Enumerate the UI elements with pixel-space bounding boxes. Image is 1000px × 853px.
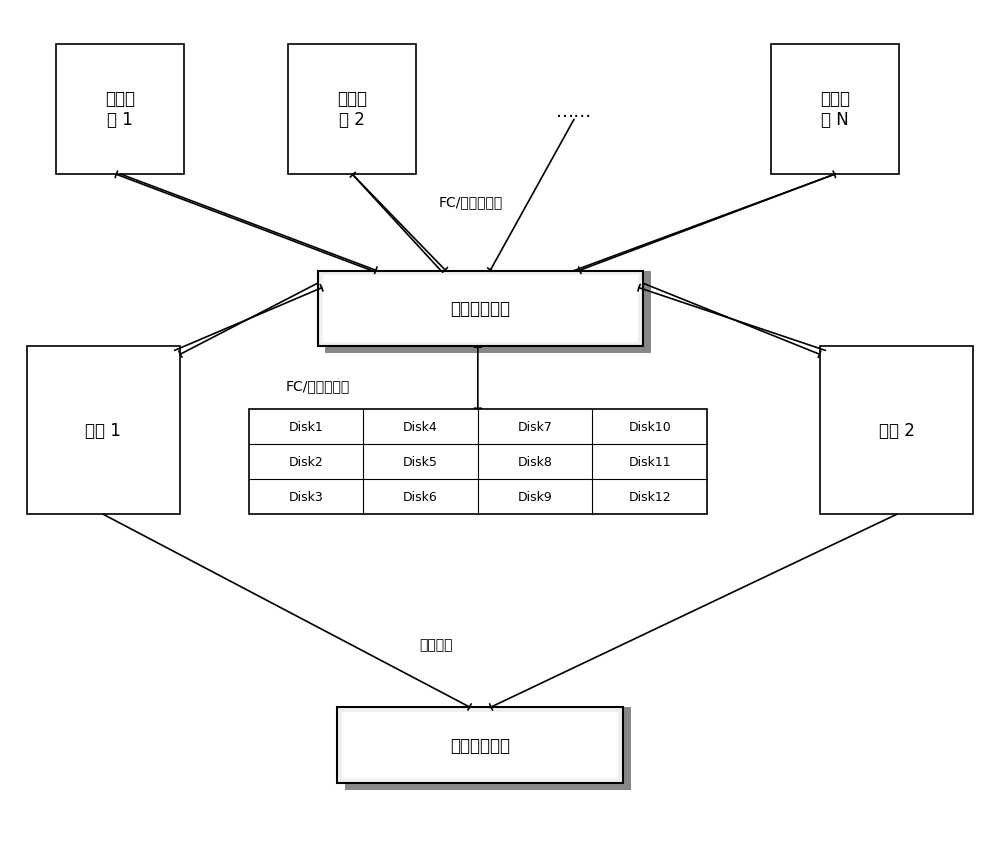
Bar (56, 44, 184, 175)
Text: 业务主
机 N: 业务主 机 N (820, 90, 850, 129)
Text: Disk10: Disk10 (628, 421, 671, 433)
Text: ……: …… (556, 103, 592, 121)
Bar (322, 276, 638, 343)
Bar (771, 44, 899, 175)
Bar (623, 708, 631, 790)
Text: 业务主
机 1: 业务主 机 1 (105, 90, 135, 129)
Text: 心跳交换设备: 心跳交换设备 (450, 736, 510, 754)
Bar (27, 347, 180, 514)
Text: 业务交换设备: 业务交换设备 (450, 300, 510, 318)
Text: Disk11: Disk11 (628, 456, 671, 468)
Text: Disk5: Disk5 (403, 456, 438, 468)
Bar (288, 44, 416, 175)
Bar (337, 708, 623, 783)
Text: Disk2: Disk2 (288, 456, 323, 468)
Text: Disk6: Disk6 (403, 490, 438, 503)
Text: Disk8: Disk8 (518, 456, 553, 468)
Text: Disk3: Disk3 (288, 490, 323, 503)
Text: FC/以太网线缆: FC/以太网线缆 (438, 194, 503, 209)
Text: Disk12: Disk12 (628, 490, 671, 503)
Text: Disk7: Disk7 (518, 421, 553, 433)
Bar (643, 271, 651, 353)
Text: FC/以太网线缆: FC/以太网线缆 (285, 380, 350, 393)
Bar (342, 711, 618, 779)
Bar (249, 409, 707, 514)
Text: 业务主
机 2: 业务主 机 2 (337, 90, 367, 129)
Bar (325, 347, 651, 353)
Text: 节点 2: 节点 2 (879, 421, 915, 439)
Bar (318, 271, 643, 347)
Text: Disk4: Disk4 (403, 421, 438, 433)
Text: 心跳网络: 心跳网络 (419, 638, 453, 652)
Text: Disk1: Disk1 (288, 421, 323, 433)
Text: Disk9: Disk9 (518, 490, 553, 503)
Bar (820, 347, 973, 514)
Text: 节点 1: 节点 1 (85, 421, 121, 439)
Bar (345, 783, 631, 790)
